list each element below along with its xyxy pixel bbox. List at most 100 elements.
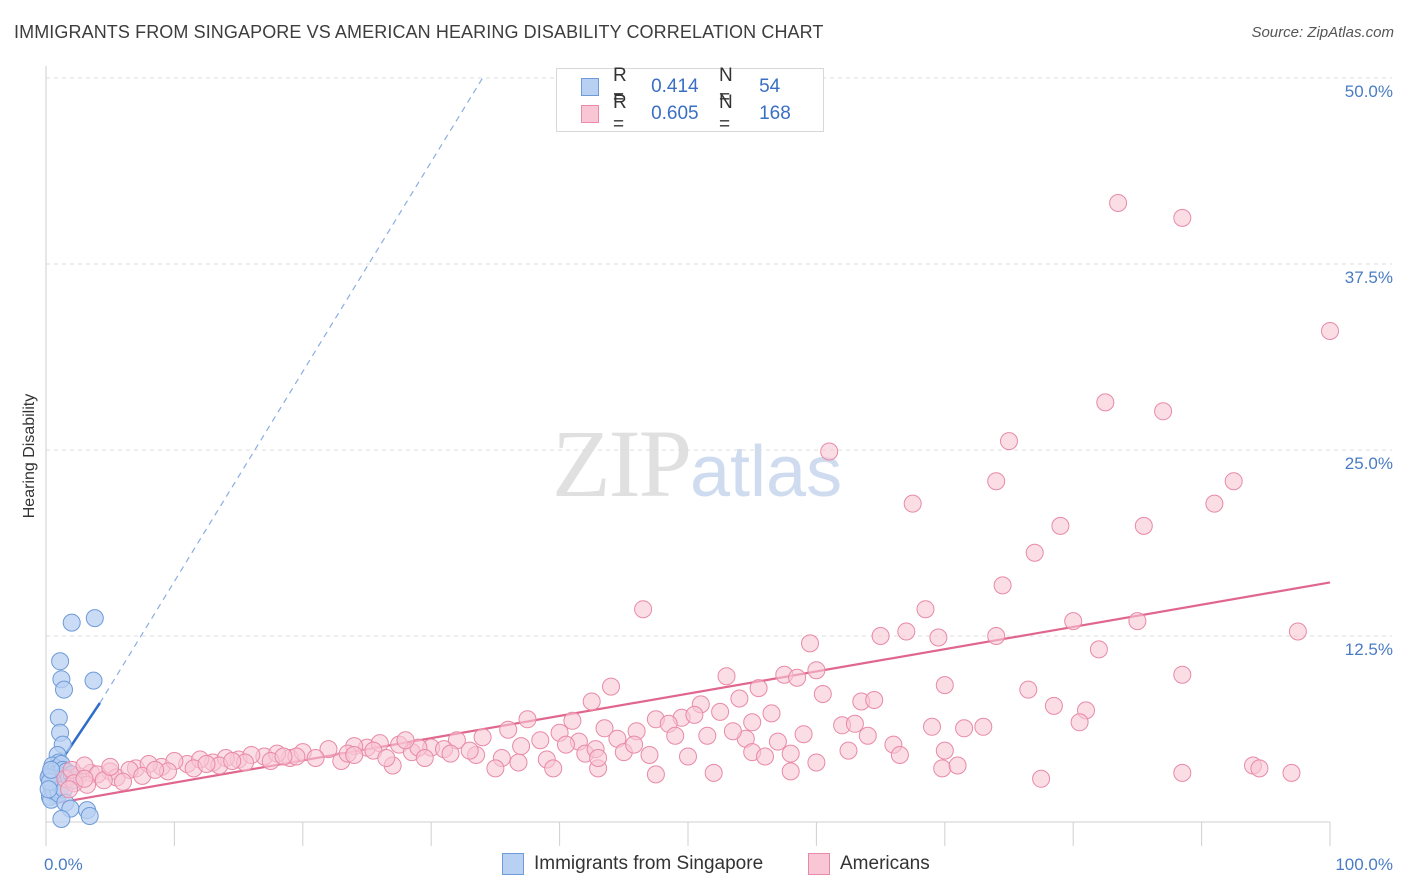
point-americans [1019,680,1038,699]
point-americans [711,702,730,721]
point-americans [743,713,762,732]
point-americans [807,753,826,772]
point-americans [602,677,620,696]
y-tick-label: 12.5% [1345,640,1393,659]
point-americans [345,746,364,764]
point-americans [730,689,749,708]
point-americans [512,737,531,756]
point-singapore [49,708,68,727]
n-value: 54 [759,76,781,97]
point-americans [807,661,826,680]
point-americans [274,747,293,766]
point-americans [933,759,952,778]
point-americans [929,628,948,647]
point-americans [646,765,665,784]
y-tick-label: 50.0% [1345,82,1393,101]
legend-item-americans[interactable]: Americans [808,852,930,876]
point-americans [60,780,79,799]
stats-swatch-americans [581,105,599,123]
point-americans [781,762,800,781]
point-americans [531,731,550,750]
point-americans [1070,713,1089,732]
point-americans [509,753,528,772]
point-singapore [52,810,71,828]
point-americans [1154,402,1173,421]
point-americans [377,749,396,767]
n-label: N = [719,92,733,135]
r-value: 0.605 [651,103,699,124]
point-americans [923,717,941,736]
watermark: ZIPatlas [552,408,842,519]
gridlines [46,77,1392,637]
point-americans [1096,393,1115,412]
stats-box: R = 0.414 N = 54 R = 0.605 N = 168 [556,65,824,135]
x-tick-label-max: 100.0% [1335,855,1393,874]
point-americans [1051,516,1070,535]
point-singapore [62,613,81,632]
point-americans [415,749,434,767]
tick-labels: 12.5% 25.0% 37.5% 50.0% 0.0% 100.0% [44,82,1393,874]
point-americans [146,760,165,779]
point-americans [679,747,697,766]
point-americans [563,711,582,730]
point-americans [781,744,800,763]
point-americans [518,710,537,729]
axes [45,66,1331,846]
point-singapore [80,807,99,825]
point-singapore [85,609,104,628]
point-americans [223,752,242,770]
point-americans [698,726,717,745]
trend-lines [44,77,1331,804]
point-americans [858,726,877,745]
legend-label-singapore: Immigrants from Singapore [534,853,764,874]
point-americans [903,494,922,513]
point-americans [1000,432,1018,451]
chart-title: IMMIGRANTS FROM SINGAPORE VS AMERICAN HE… [14,22,824,42]
legend-label-americans: Americans [840,853,930,874]
point-americans [974,717,993,736]
point-americans [704,763,723,782]
point-americans [1288,622,1307,641]
point-americans [544,759,563,778]
point-americans [762,704,781,723]
point-americans [813,685,832,703]
point-americans [987,627,1006,645]
point-americans [625,735,644,754]
point-americans [948,756,967,775]
trend-singapore-extrapolated [99,77,484,704]
point-americans [845,714,864,733]
point-americans [839,741,858,760]
point-americans [1044,696,1063,715]
point-americans [717,667,736,686]
r-label: R = [612,92,627,135]
point-americans [1032,769,1051,788]
legend-item-singapore[interactable]: Immigrants from Singapore [502,852,763,876]
r-value: 0.414 [651,76,699,97]
point-americans [987,472,1006,491]
legend-swatch-singapore [502,853,524,875]
point-americans [473,728,492,747]
point-americans [1173,208,1192,227]
point-americans [794,725,813,744]
point-americans [595,719,614,738]
point-americans [319,740,338,759]
legend-swatch-americans [808,853,830,875]
point-americans [1134,516,1153,535]
point-americans [101,757,120,776]
point-americans [871,627,890,645]
point-americans [114,772,132,791]
point-americans [396,731,415,750]
point-americans [897,622,916,641]
point-americans [1173,763,1192,782]
watermark-atlas: atlas [690,432,843,512]
point-americans [666,726,685,745]
point-americans [441,744,460,763]
data-points [39,194,1339,828]
point-americans [801,634,819,653]
point-americans [557,735,575,754]
source-label: Source: ZipAtlas.com [1251,24,1394,41]
point-singapore [51,652,70,671]
point-americans [993,576,1012,595]
point-americans [1205,494,1224,513]
